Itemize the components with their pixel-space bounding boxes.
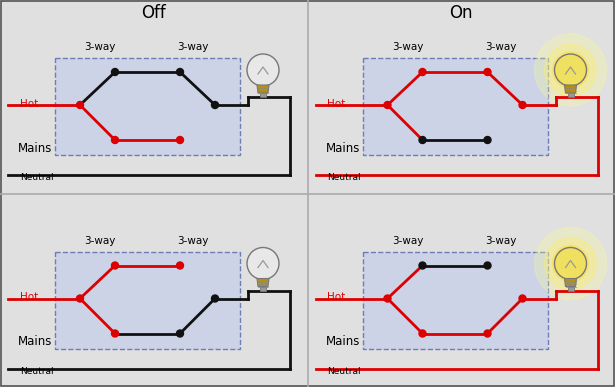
Circle shape bbox=[484, 68, 491, 75]
Polygon shape bbox=[257, 85, 269, 93]
Circle shape bbox=[534, 228, 606, 300]
Bar bbox=[260, 286, 266, 291]
Text: Neutral: Neutral bbox=[20, 173, 54, 183]
Circle shape bbox=[544, 238, 597, 289]
Text: Neutral: Neutral bbox=[20, 367, 54, 376]
Circle shape bbox=[534, 34, 606, 106]
Circle shape bbox=[419, 137, 426, 144]
Circle shape bbox=[247, 54, 279, 86]
Text: Mains: Mains bbox=[18, 142, 52, 154]
Text: Hot: Hot bbox=[327, 293, 346, 303]
Circle shape bbox=[212, 101, 218, 108]
Bar bbox=[362, 58, 547, 155]
Circle shape bbox=[419, 68, 426, 75]
Bar bbox=[55, 58, 240, 155]
Circle shape bbox=[555, 54, 587, 86]
Text: 3-way: 3-way bbox=[392, 236, 423, 245]
Circle shape bbox=[76, 295, 84, 302]
Circle shape bbox=[247, 248, 279, 279]
Text: 3-way: 3-way bbox=[392, 42, 423, 52]
Circle shape bbox=[177, 137, 183, 144]
Circle shape bbox=[544, 44, 597, 96]
Circle shape bbox=[555, 248, 587, 279]
Bar bbox=[55, 252, 240, 349]
Polygon shape bbox=[257, 279, 269, 286]
Text: 3-way: 3-way bbox=[84, 236, 116, 245]
Circle shape bbox=[212, 295, 218, 302]
Circle shape bbox=[111, 137, 119, 144]
Text: Mains: Mains bbox=[18, 335, 52, 348]
Text: 3-way: 3-way bbox=[177, 236, 208, 245]
Circle shape bbox=[519, 101, 526, 108]
Circle shape bbox=[552, 52, 589, 88]
Text: 3-way: 3-way bbox=[485, 236, 516, 245]
Circle shape bbox=[111, 262, 119, 269]
Text: Hot: Hot bbox=[20, 99, 38, 109]
Circle shape bbox=[111, 68, 119, 75]
Circle shape bbox=[177, 68, 183, 75]
Text: Mains: Mains bbox=[325, 335, 360, 348]
Circle shape bbox=[484, 137, 491, 144]
Text: Mains: Mains bbox=[325, 142, 360, 154]
Bar bbox=[260, 93, 266, 97]
Circle shape bbox=[519, 295, 526, 302]
Text: On: On bbox=[450, 4, 473, 22]
Polygon shape bbox=[565, 85, 576, 93]
Circle shape bbox=[484, 330, 491, 337]
Bar bbox=[362, 252, 547, 349]
Circle shape bbox=[419, 330, 426, 337]
Text: 3-way: 3-way bbox=[84, 42, 116, 52]
Circle shape bbox=[552, 245, 589, 281]
Text: 3-way: 3-way bbox=[177, 42, 208, 52]
Circle shape bbox=[111, 330, 119, 337]
Text: Off: Off bbox=[141, 4, 166, 22]
Polygon shape bbox=[565, 279, 576, 286]
Text: Neutral: Neutral bbox=[328, 367, 361, 376]
Circle shape bbox=[484, 262, 491, 269]
Bar bbox=[568, 286, 574, 291]
Circle shape bbox=[384, 101, 391, 108]
Circle shape bbox=[419, 262, 426, 269]
Text: Neutral: Neutral bbox=[328, 173, 361, 183]
Text: 3-way: 3-way bbox=[485, 42, 516, 52]
Circle shape bbox=[384, 295, 391, 302]
Bar bbox=[568, 93, 574, 97]
Circle shape bbox=[177, 330, 183, 337]
Circle shape bbox=[76, 101, 84, 108]
Text: Hot: Hot bbox=[327, 99, 346, 109]
Text: Hot: Hot bbox=[20, 293, 38, 303]
Circle shape bbox=[177, 262, 183, 269]
